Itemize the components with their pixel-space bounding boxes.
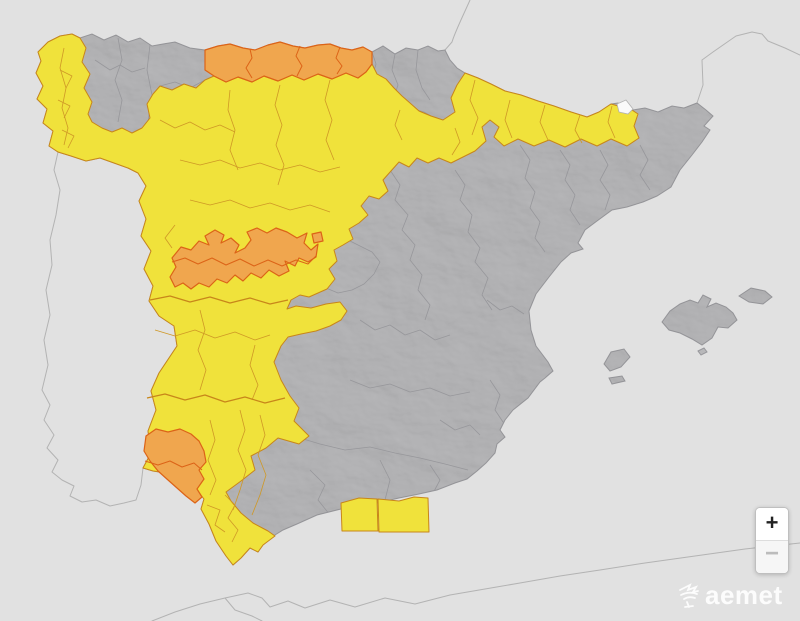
orange-zone-divider-southwest: [144, 460, 203, 471]
foreign-coastlines: [41, 0, 800, 621]
province-borders-yellow: [57, 47, 616, 543]
province-borders-grey: [94, 37, 651, 516]
orange-warning-zone-central-east[interactable]: [311, 231, 324, 244]
andorra-area: [616, 99, 634, 115]
orange-warning-zone-north-coast[interactable]: [204, 41, 373, 83]
orange-zone-dividers-north: [245, 45, 343, 79]
orange-warning-zone-central[interactable]: [169, 227, 319, 290]
zoom-control: + −: [755, 507, 789, 574]
orange-warning-zone-southwest-coast[interactable]: [143, 428, 207, 504]
yellow-warning-zones-coastal-waters[interactable]: [340, 496, 430, 533]
zoom-in-button[interactable]: +: [756, 508, 788, 540]
zoom-out-button[interactable]: −: [756, 540, 788, 573]
community-borders-yellow: [146, 295, 289, 404]
orange-zone-divider-central: [171, 255, 317, 267]
